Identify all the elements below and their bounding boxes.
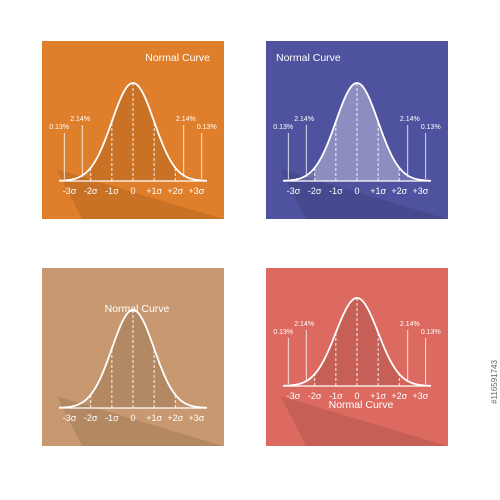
x-tick-label: +3σ — [413, 391, 429, 401]
left-tail-area — [283, 374, 315, 386]
panel-shadow — [280, 169, 448, 219]
chart-title: Normal Curve — [329, 399, 394, 411]
percent-annotation: 0.13% — [421, 329, 441, 336]
percent-annotation: 2.14% — [294, 116, 314, 123]
percent-annotation: 0.13% — [197, 124, 217, 131]
normal-curve-chart-blue: -3σ -2σ -1σ 0 +1σ +2σ +3σ0.13%2.14% 2.14%0.13%N… — [266, 41, 448, 219]
normal-curve-chart-orange: -3σ -2σ -1σ 0 +1σ +2σ +3σ0.13%2.14% 2.14%0.13%N… — [42, 41, 224, 219]
x-tick-label: -3σ — [63, 186, 77, 196]
center-area — [90, 310, 176, 408]
x-tick-label: +3σ — [413, 186, 429, 196]
x-tick-label: -1σ — [329, 391, 343, 401]
stock-id-label: #116591743 — [490, 360, 499, 404]
x-tick-label: +3σ — [189, 186, 205, 196]
x-tick-label: -3σ — [287, 391, 301, 401]
x-tick-label: 0 — [354, 186, 359, 196]
x-tick-label: +2σ — [167, 186, 183, 196]
right-tail-area — [175, 394, 207, 408]
panel-shadow — [56, 169, 224, 219]
right-tail-area — [399, 167, 431, 181]
percent-annotation: 2.14% — [70, 116, 90, 123]
chart-panel-red: -3σ -2σ -1σ 0 +1σ +2σ +3σ 0.13% 2.14% 2.14% 0.13% N… — [266, 268, 448, 446]
x-tick-label: -1σ — [329, 186, 343, 196]
x-tick-label: +3σ — [189, 413, 205, 423]
x-tick-label: +2σ — [391, 186, 407, 196]
x-tick-label: -3σ — [63, 413, 77, 423]
left-tail-area — [59, 167, 91, 181]
percent-annotation: 0.13% — [273, 124, 293, 131]
x-tick-label: +2σ — [391, 391, 407, 401]
percent-annotation: 2.14% — [400, 321, 420, 328]
chart-title: Normal Curve — [145, 52, 210, 64]
chart-panel-blue: -3σ -2σ -1σ 0 +1σ +2σ +3σ 0.13% 2.14% 2.14% 0.13% N… — [266, 41, 448, 219]
normal-curve-line — [58, 309, 208, 409]
chart-panel-tan: -3σ -2σ -1σ 0 +1σ +2σ +3σ Normal Curve — [42, 268, 224, 446]
right-tail-area — [399, 374, 431, 386]
x-tick-label: +1σ — [146, 413, 162, 423]
chart-panel-orange: -3σ -2σ -1σ 0 +1σ +2σ +3σ 0.13% 2.14% 2.14% 0.13% N… — [42, 41, 224, 219]
panel-shadow — [280, 396, 448, 446]
x-tick-label: -1σ — [105, 186, 119, 196]
center-area — [314, 83, 400, 181]
x-tick-label: -2σ — [84, 413, 98, 423]
x-tick-label: +1σ — [370, 186, 386, 196]
normal-curve-line — [282, 82, 432, 182]
normal-curve-line — [58, 82, 208, 182]
x-tick-label: -2σ — [308, 391, 322, 401]
x-tick-label: -2σ — [308, 186, 322, 196]
x-tick-label: 0 — [354, 391, 359, 401]
panel-shadow — [56, 396, 224, 446]
center-area — [90, 83, 176, 181]
chart-title: Normal Curve — [105, 303, 170, 315]
x-tick-label: 0 — [130, 413, 135, 423]
x-tick-label: +1σ — [146, 186, 162, 196]
normal-curve-line — [282, 297, 432, 387]
left-tail-area — [283, 167, 315, 181]
percent-annotation: 2.14% — [294, 321, 314, 328]
x-tick-label: +2σ — [167, 413, 183, 423]
percent-annotation: 0.13% — [273, 329, 293, 336]
x-tick-label: +1σ — [370, 391, 386, 401]
normal-curve-chart-tan: -3σ -2σ -1σ 0 +1σ +2σ +3σ Normal Curve — [42, 268, 224, 446]
percent-annotation: 2.14% — [176, 116, 196, 123]
left-tail-area — [59, 394, 91, 408]
normal-curve-chart-red: -3σ -2σ -1σ 0 +1σ +2σ +3σ0.13%2.14% 2.14%0.13%N… — [266, 268, 448, 446]
x-tick-label: -3σ — [287, 186, 301, 196]
percent-annotation: 0.13% — [421, 124, 441, 131]
x-tick-label: -2σ — [84, 186, 98, 196]
x-tick-label: -1σ — [105, 413, 119, 423]
x-tick-label: 0 — [130, 186, 135, 196]
percent-annotation: 0.13% — [49, 124, 69, 131]
chart-title: Normal Curve — [276, 52, 341, 64]
right-tail-area — [175, 167, 207, 181]
percent-annotation: 2.14% — [400, 116, 420, 123]
